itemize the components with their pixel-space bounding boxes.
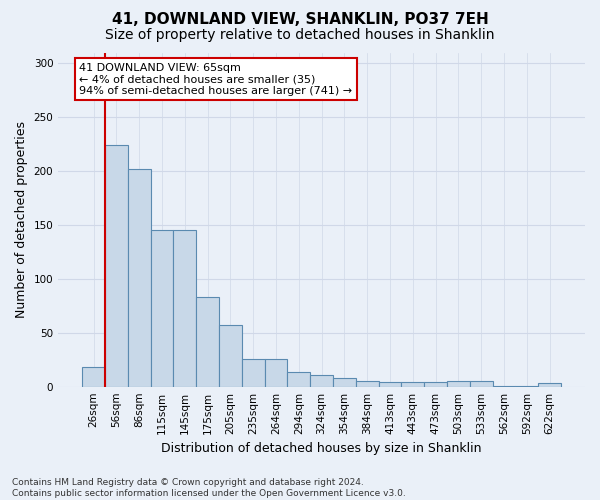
Bar	[151, 230, 173, 386]
Text: 41, DOWNLAND VIEW, SHANKLIN, PO37 7EH: 41, DOWNLAND VIEW, SHANKLIN, PO37 7EH	[112, 12, 488, 28]
X-axis label: Distribution of detached houses by size in Shanklin: Distribution of detached houses by size …	[161, 442, 482, 455]
Bar	[538, 384, 561, 386]
Bar	[105, 145, 128, 386]
Bar	[82, 368, 105, 386]
Bar	[196, 297, 219, 386]
Bar	[219, 325, 242, 386]
Text: Contains HM Land Registry data © Crown copyright and database right 2024.
Contai: Contains HM Land Registry data © Crown c…	[12, 478, 406, 498]
Bar	[401, 382, 424, 386]
Bar	[356, 382, 379, 386]
Bar	[379, 382, 401, 386]
Bar	[173, 230, 196, 386]
Bar	[287, 372, 310, 386]
Bar	[424, 382, 447, 386]
Bar	[447, 382, 470, 386]
Y-axis label: Number of detached properties: Number of detached properties	[15, 121, 28, 318]
Bar	[470, 382, 493, 386]
Text: Size of property relative to detached houses in Shanklin: Size of property relative to detached ho…	[105, 28, 495, 42]
Bar	[333, 378, 356, 386]
Bar	[265, 358, 287, 386]
Bar	[310, 375, 333, 386]
Bar	[128, 169, 151, 386]
Bar	[242, 358, 265, 386]
Text: 41 DOWNLAND VIEW: 65sqm
← 4% of detached houses are smaller (35)
94% of semi-det: 41 DOWNLAND VIEW: 65sqm ← 4% of detached…	[79, 62, 352, 96]
